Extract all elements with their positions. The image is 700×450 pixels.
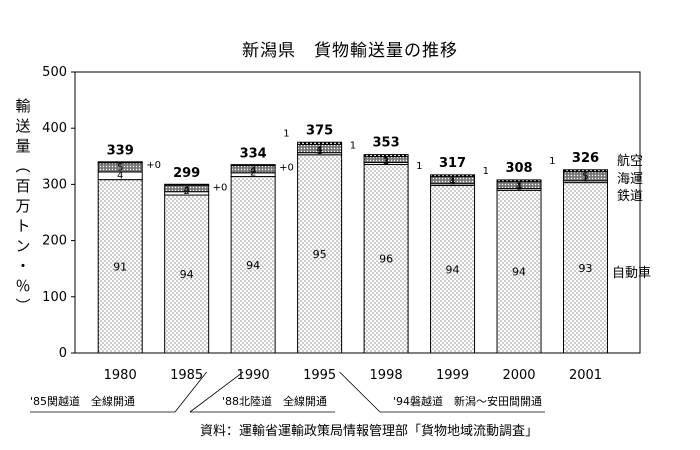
bar-segment-自動車 — [230, 176, 276, 354]
data-label-auto: 96 — [379, 253, 393, 266]
bar-segment-航空 — [430, 174, 476, 178]
data-label-sea: 5 — [117, 162, 123, 173]
bar-segment-自動車 — [363, 163, 409, 354]
bar-segment-自動車 — [430, 185, 476, 354]
data-label-rail: 1 — [383, 155, 389, 166]
x-tick-label: 2000 — [502, 368, 535, 383]
bar-segment-自動車 — [164, 194, 210, 354]
annotation-text: '88北陸道 全線開通 — [222, 394, 327, 408]
data-label-rail: 1 — [449, 177, 455, 188]
data-label-rail: 2 — [183, 186, 189, 197]
axes: 0 100 200 300 400 500 — [42, 65, 641, 361]
annotation-text: '94磐越道 新潟～安田間開通 — [393, 394, 542, 408]
y-tick-label: 300 — [42, 177, 67, 192]
data-label-auto: 95 — [313, 248, 327, 261]
data-label-sea: 3 — [383, 157, 389, 168]
data-label-rail: 2 — [250, 168, 256, 179]
data-label-air: 1 — [350, 141, 356, 152]
bar-segment-自動車 — [297, 154, 343, 354]
annotations: '85関越道 全線開通 '88北陸道 全線開通 '94磐越道 新潟～安田間開通 — [30, 371, 545, 413]
data-label-air: 1 — [549, 156, 555, 167]
plot-frame — [74, 71, 641, 354]
y-axis-label: 輸送量 ︵ 百万トン・％ ︶ — [15, 97, 31, 315]
total-label: 317 — [439, 156, 466, 171]
data-label-auto: 94 — [246, 259, 260, 272]
legend-航空: 航空 — [617, 153, 643, 169]
data-label-sea: 4 — [316, 144, 322, 155]
total-label: 299 — [173, 166, 200, 181]
bar-segment-航空 — [297, 141, 343, 145]
y-tick-label: 400 — [42, 121, 67, 136]
x-tick-label: 1985 — [170, 368, 203, 383]
data-label-rail: 1 — [582, 174, 588, 185]
bar-segment-自動車 — [496, 189, 542, 354]
total-label: 326 — [572, 151, 599, 166]
data-label-sea: 5 — [582, 172, 588, 183]
x-tick-label: 1980 — [104, 368, 137, 383]
data-label-air: 1 — [483, 166, 489, 177]
data-label-rail: 4 — [117, 171, 123, 182]
total-label: 353 — [373, 136, 400, 151]
legend-鉄道: 鉄道 — [617, 189, 643, 204]
x-tick-label: 1999 — [436, 368, 469, 383]
bars — [97, 141, 608, 354]
annotation-leader — [189, 371, 244, 413]
y-tick-label: 100 — [42, 290, 67, 305]
data-label-auto: 91 — [113, 260, 127, 273]
total-label: 375 — [306, 123, 333, 138]
x-tick-label: 2001 — [569, 368, 602, 383]
data-label-auto: 94 — [180, 268, 194, 281]
x-tick-label: 1998 — [370, 368, 403, 383]
annotation-text: '85関越道 全線開通 — [30, 394, 135, 408]
data-label-sea: 4 — [183, 185, 189, 196]
bar-segment-航空 — [496, 179, 542, 183]
y-tick-label: 200 — [42, 234, 67, 249]
legend-自動車: 自動車 — [612, 266, 651, 281]
data-label-air: +0 — [213, 182, 228, 193]
data-label-sea: 4 — [516, 182, 522, 193]
y-tick-label: 0 — [59, 346, 67, 361]
bar-segment-航空 — [97, 161, 143, 164]
data-label-auto: 94 — [512, 266, 526, 279]
legend-海運: 海運 — [617, 172, 643, 187]
data-label-air: +0 — [279, 163, 294, 174]
total-label: 334 — [240, 146, 267, 161]
total-label: 308 — [505, 161, 532, 176]
annotation-leader — [339, 371, 381, 413]
chart-title: 新潟県 貨物輸送量の推移 — [242, 41, 458, 61]
bar-segment-航空 — [164, 183, 210, 186]
total-label: 339 — [107, 143, 134, 158]
data-label-rail: 1 — [316, 146, 322, 157]
bar-segment-航空 — [562, 169, 608, 173]
data-label-sea: 4 — [250, 165, 256, 176]
x-tick-label: 1995 — [303, 368, 336, 383]
bar-segment-自動車 — [562, 182, 608, 354]
bar-segment-航空 — [363, 154, 409, 158]
data-label-air: +0 — [146, 160, 161, 171]
bar-segment-航空 — [230, 164, 276, 167]
y-tick-label: 500 — [42, 65, 67, 80]
data-label-rail: 1 — [516, 181, 522, 192]
data-label-air: 1 — [416, 161, 422, 172]
annotation-leader — [174, 371, 207, 413]
x-tick-label: 1990 — [237, 368, 270, 383]
data-label-auto: 93 — [578, 262, 592, 275]
data-label-air: 1 — [283, 128, 289, 139]
data-label-sea: 4 — [449, 177, 455, 188]
source-note: 資料：運輸省運輸政策局情報管理部「貨物地域流動調査」 — [200, 424, 539, 439]
data-label-auto: 94 — [446, 263, 460, 276]
bar-segment-自動車 — [97, 179, 143, 354]
